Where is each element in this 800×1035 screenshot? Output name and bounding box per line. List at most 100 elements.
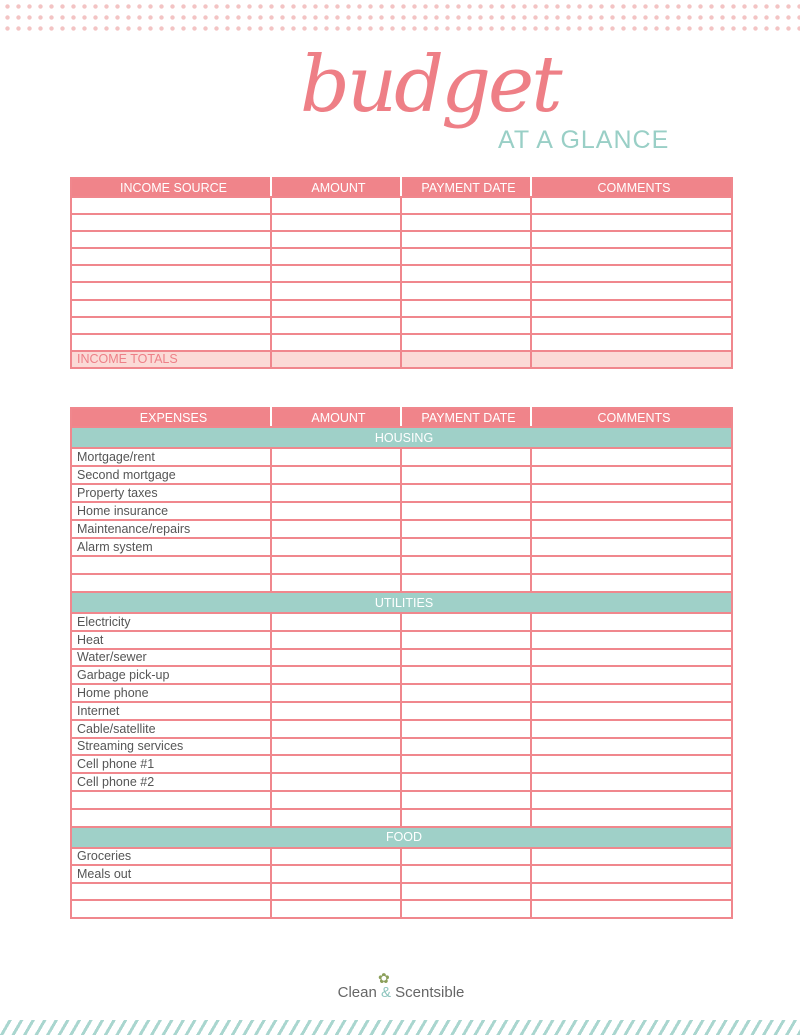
payment-date-cell[interactable] <box>400 864 532 884</box>
comments-cell[interactable] <box>530 718 733 739</box>
amount-cell[interactable] <box>270 465 402 485</box>
comments-cell[interactable] <box>530 899 733 919</box>
payment-date-cell[interactable] <box>400 772 532 792</box>
comments-cell[interactable] <box>530 281 733 301</box>
amount-cell[interactable] <box>270 864 402 884</box>
payment-date-cell[interactable] <box>400 465 532 485</box>
payment-date-cell[interactable] <box>400 519 532 539</box>
comments-cell[interactable] <box>530 846 733 867</box>
comments-cell[interactable] <box>530 683 733 703</box>
payment-date-cell[interactable] <box>400 846 532 867</box>
comments-cell[interactable] <box>530 247 733 267</box>
payment-date-cell[interactable] <box>400 349 532 369</box>
payment-date-cell[interactable] <box>400 332 532 352</box>
payment-date-cell[interactable] <box>400 315 532 335</box>
comments-cell[interactable] <box>530 519 733 539</box>
amount-cell[interactable] <box>270 501 402 521</box>
comments-cell[interactable] <box>530 665 733 686</box>
comments-cell[interactable] <box>530 332 733 352</box>
amount-cell[interactable] <box>270 700 402 721</box>
payment-date-cell[interactable] <box>400 537 532 557</box>
amount-cell[interactable] <box>270 772 402 792</box>
amount-cell[interactable] <box>270 519 402 539</box>
payment-date-cell[interactable] <box>400 789 532 810</box>
payment-date-cell[interactable] <box>400 555 532 575</box>
payment-date-cell[interactable] <box>400 881 532 902</box>
comments-cell[interactable] <box>530 213 733 233</box>
amount-cell[interactable] <box>270 555 402 575</box>
payment-date-cell[interactable] <box>400 483 532 503</box>
comments-cell[interactable] <box>530 230 733 250</box>
comments-cell[interactable] <box>530 195 733 216</box>
payment-date-cell[interactable] <box>400 665 532 686</box>
comments-cell[interactable] <box>530 772 733 792</box>
comments-cell[interactable] <box>530 807 733 828</box>
amount-cell[interactable] <box>270 881 402 902</box>
amount-cell[interactable] <box>270 573 402 593</box>
payment-date-cell[interactable] <box>400 298 532 318</box>
payment-date-cell[interactable] <box>400 700 532 721</box>
comments-cell[interactable] <box>530 501 733 521</box>
payment-date-cell[interactable] <box>400 195 532 216</box>
payment-date-cell[interactable] <box>400 447 532 467</box>
comments-cell[interactable] <box>530 483 733 503</box>
comments-cell[interactable] <box>530 555 733 575</box>
amount-cell[interactable] <box>270 281 402 301</box>
comments-cell[interactable] <box>530 537 733 557</box>
amount-cell[interactable] <box>270 195 402 216</box>
comments-cell[interactable] <box>530 349 733 369</box>
comments-cell[interactable] <box>530 264 733 284</box>
payment-date-cell[interactable] <box>400 899 532 919</box>
amount-cell[interactable] <box>270 899 402 919</box>
amount-cell[interactable] <box>270 754 402 775</box>
payment-date-cell[interactable] <box>400 629 532 650</box>
comments-cell[interactable] <box>530 864 733 884</box>
comments-cell[interactable] <box>530 298 733 318</box>
comments-cell[interactable] <box>530 315 733 335</box>
comments-cell[interactable] <box>530 447 733 467</box>
payment-date-cell[interactable] <box>400 683 532 703</box>
amount-cell[interactable] <box>270 665 402 686</box>
amount-cell[interactable] <box>270 647 402 668</box>
comments-cell[interactable] <box>530 754 733 775</box>
amount-cell[interactable] <box>270 298 402 318</box>
amount-cell[interactable] <box>270 807 402 828</box>
amount-cell[interactable] <box>270 612 402 632</box>
payment-date-cell[interactable] <box>400 281 532 301</box>
payment-date-cell[interactable] <box>400 230 532 250</box>
amount-cell[interactable] <box>270 264 402 284</box>
comments-cell[interactable] <box>530 700 733 721</box>
payment-date-cell[interactable] <box>400 213 532 233</box>
amount-cell[interactable] <box>270 789 402 810</box>
payment-date-cell[interactable] <box>400 807 532 828</box>
amount-cell[interactable] <box>270 315 402 335</box>
comments-cell[interactable] <box>530 647 733 668</box>
payment-date-cell[interactable] <box>400 736 532 757</box>
amount-cell[interactable] <box>270 483 402 503</box>
amount-cell[interactable] <box>270 447 402 467</box>
comments-cell[interactable] <box>530 881 733 902</box>
amount-cell[interactable] <box>270 846 402 867</box>
comments-cell[interactable] <box>530 629 733 650</box>
comments-cell[interactable] <box>530 573 733 593</box>
payment-date-cell[interactable] <box>400 612 532 632</box>
amount-cell[interactable] <box>270 332 402 352</box>
comments-cell[interactable] <box>530 789 733 810</box>
payment-date-cell[interactable] <box>400 264 532 284</box>
amount-cell[interactable] <box>270 718 402 739</box>
payment-date-cell[interactable] <box>400 501 532 521</box>
amount-cell[interactable] <box>270 537 402 557</box>
amount-cell[interactable] <box>270 683 402 703</box>
amount-cell[interactable] <box>270 247 402 267</box>
payment-date-cell[interactable] <box>400 754 532 775</box>
comments-cell[interactable] <box>530 465 733 485</box>
amount-cell[interactable] <box>270 230 402 250</box>
payment-date-cell[interactable] <box>400 573 532 593</box>
comments-cell[interactable] <box>530 612 733 632</box>
amount-cell[interactable] <box>270 349 402 369</box>
amount-cell[interactable] <box>270 629 402 650</box>
payment-date-cell[interactable] <box>400 647 532 668</box>
amount-cell[interactable] <box>270 213 402 233</box>
payment-date-cell[interactable] <box>400 247 532 267</box>
amount-cell[interactable] <box>270 736 402 757</box>
